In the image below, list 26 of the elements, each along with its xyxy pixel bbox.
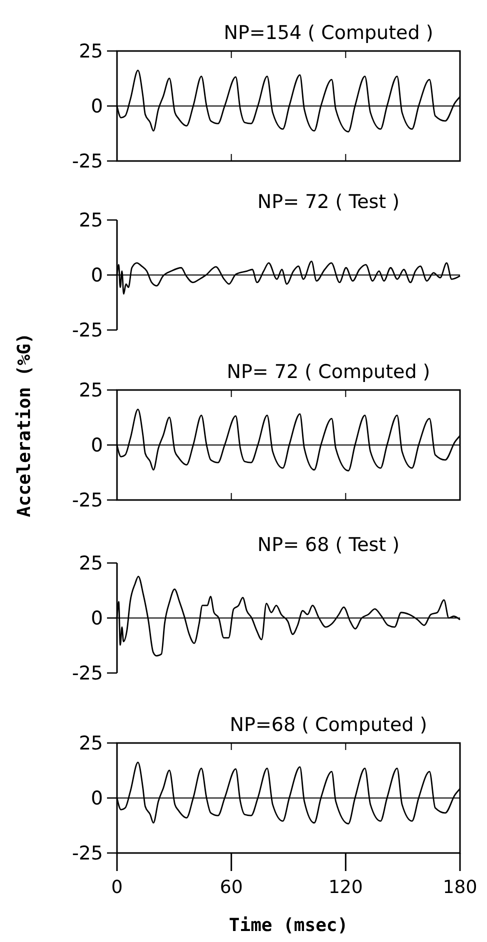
y-tick-label: -25 — [72, 490, 103, 512]
x-tick-label: 120 — [328, 877, 363, 898]
y-axis-title: Acceleration (%G) — [14, 332, 35, 518]
y-tick-label: 0 — [90, 96, 103, 118]
chart-title: NP= 72 ( Test ) — [257, 191, 400, 213]
x-tick-label: 0 — [111, 877, 123, 898]
y-tick-label: -25 — [72, 150, 103, 173]
y-tick-label: -25 — [72, 842, 103, 865]
x-tick-label: 180 — [442, 877, 478, 898]
y-tick-label: 0 — [90, 788, 103, 810]
y-tick-label: -25 — [72, 320, 103, 342]
chart-title: NP= 72 ( Computed ) — [226, 361, 430, 383]
y-tick-label: 0 — [90, 608, 103, 630]
y-tick-label: 25 — [78, 732, 103, 755]
chart-title: NP=68 ( Computed ) — [230, 714, 428, 736]
chart-title: NP= 68 ( Test ) — [257, 534, 400, 556]
chart-title: NP=154 ( Computed ) — [224, 22, 434, 44]
x-axis-title: Time (msec) — [228, 915, 348, 936]
y-tick-label: -25 — [72, 662, 103, 685]
y-tick-label: 25 — [78, 210, 103, 232]
y-tick-label: 25 — [78, 552, 103, 575]
y-tick-label: 0 — [90, 264, 103, 287]
y-tick-label: 25 — [78, 380, 103, 402]
y-tick-label: 0 — [90, 434, 103, 457]
x-tick-label: 60 — [220, 877, 243, 898]
y-tick-label: 25 — [78, 40, 103, 63]
